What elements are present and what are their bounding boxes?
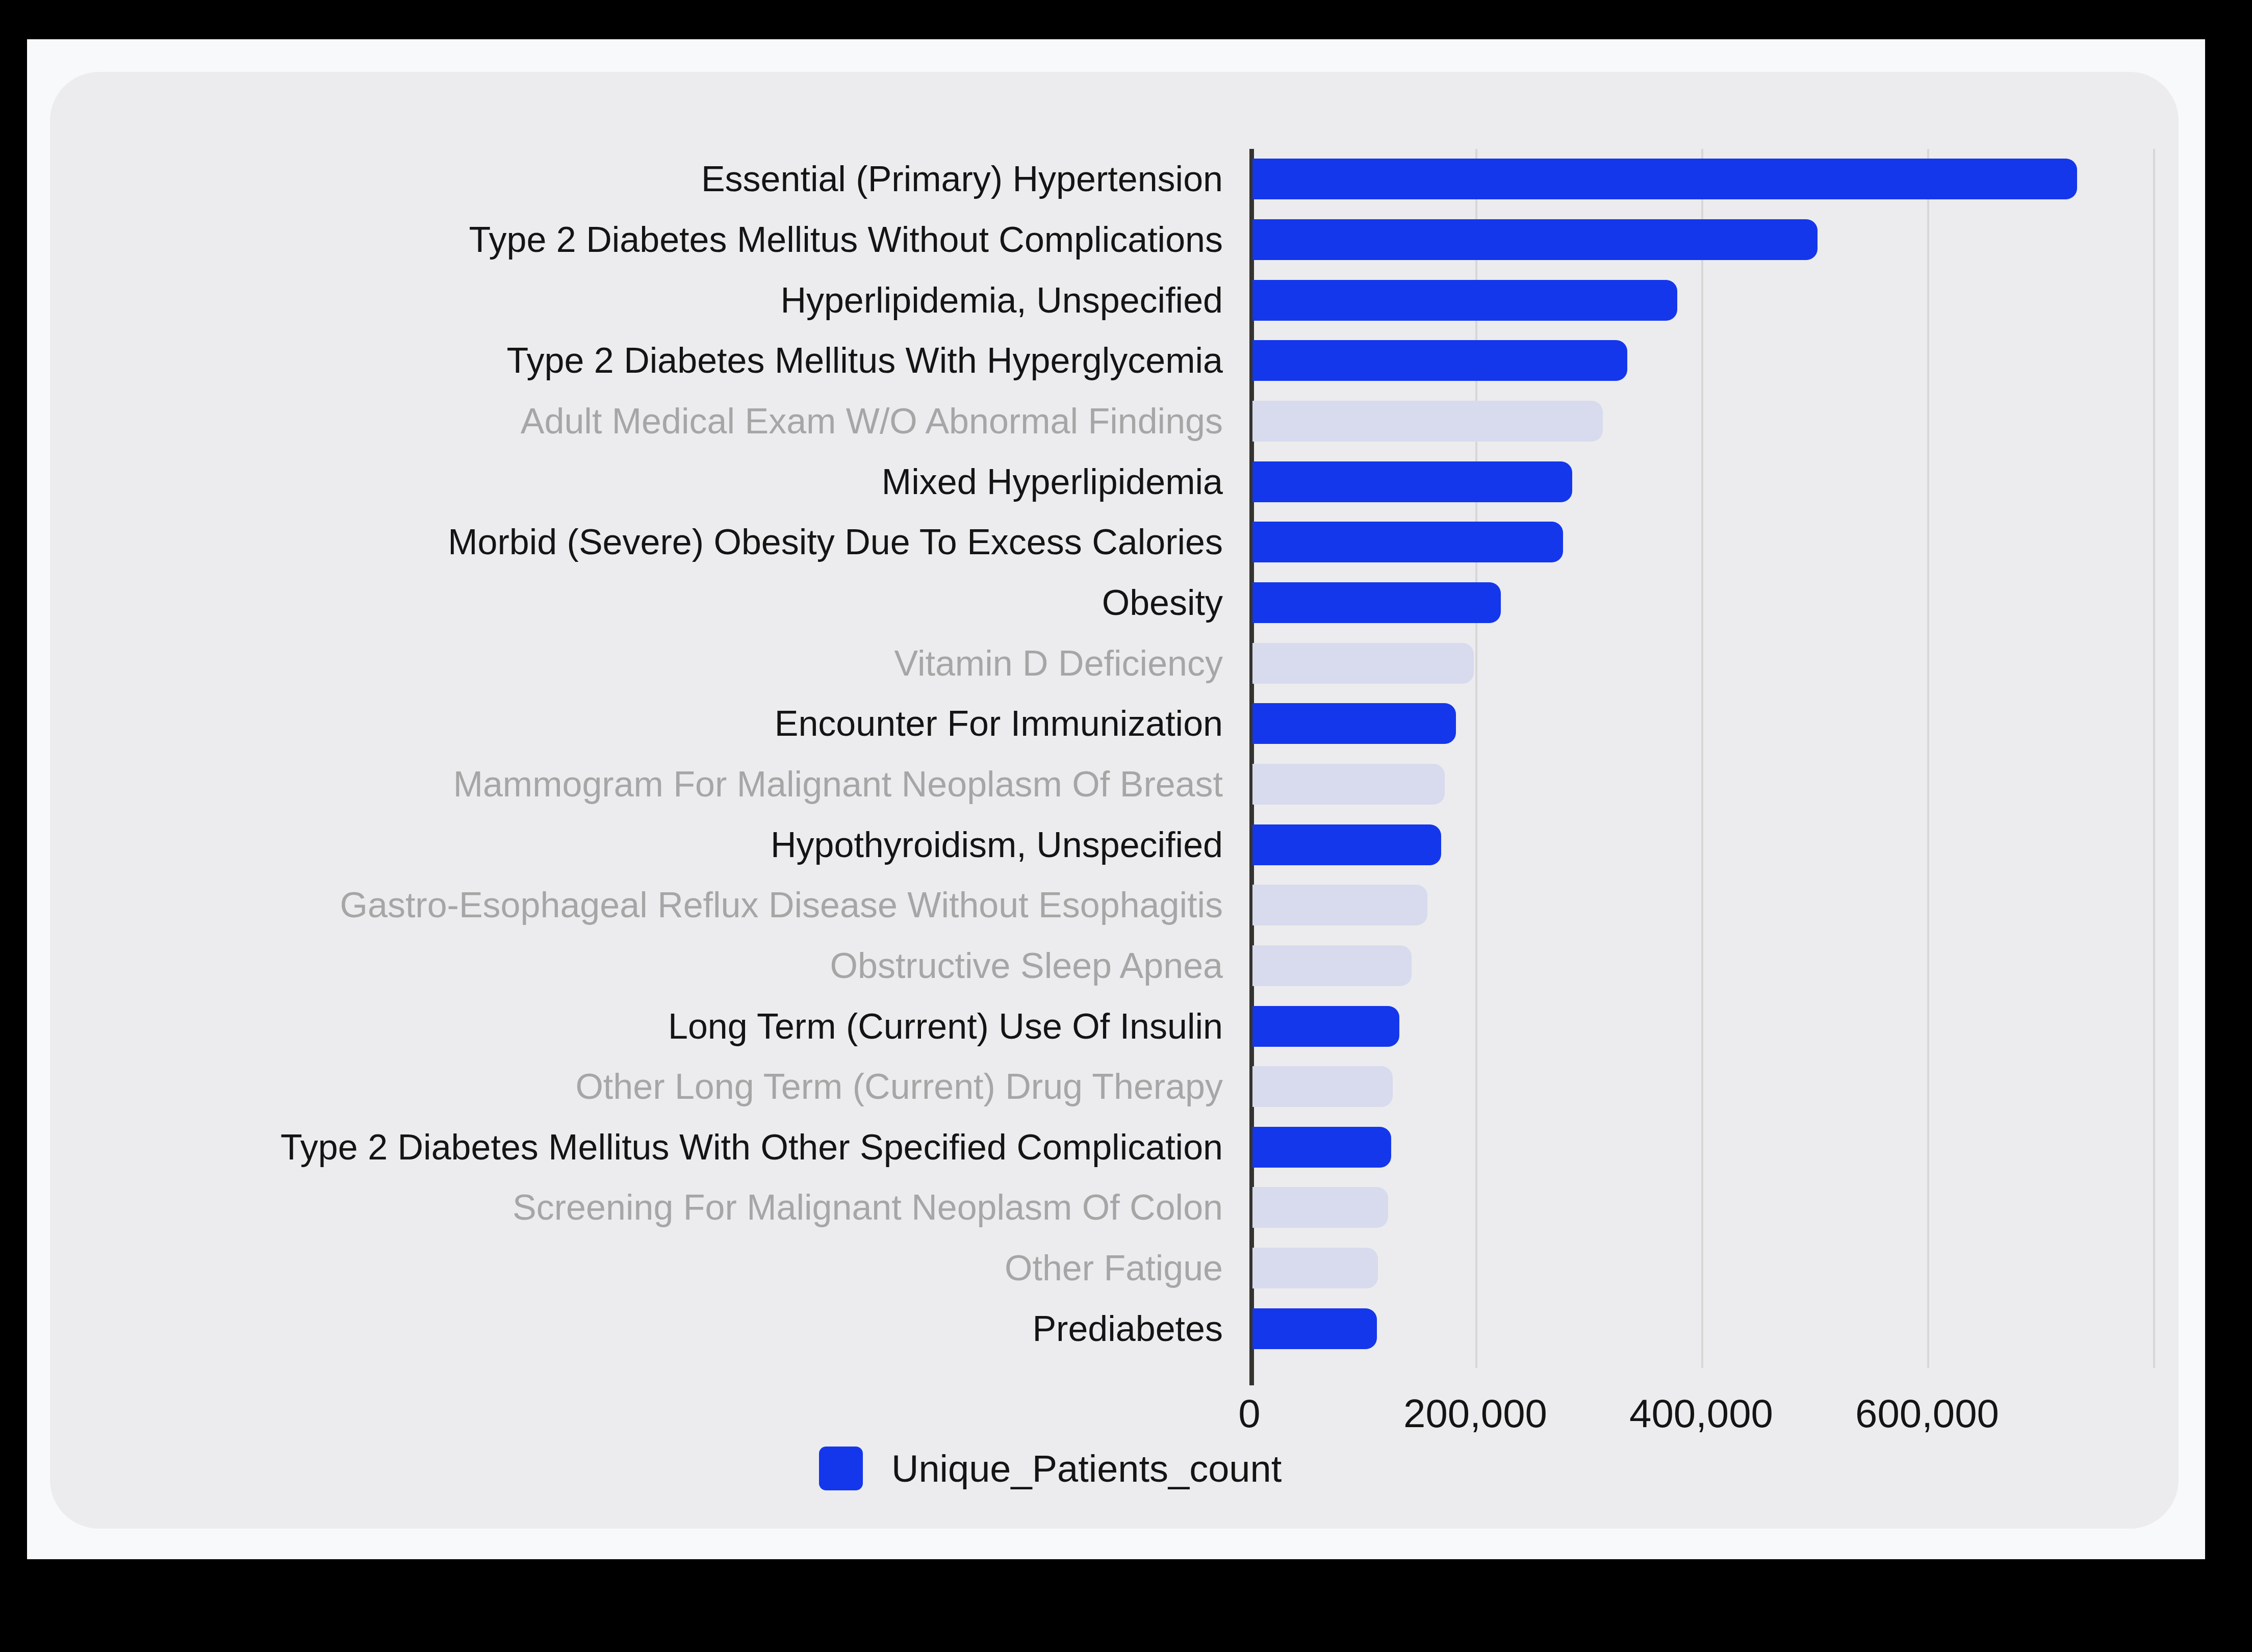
bar-track [1252, 159, 2154, 199]
bar-track [1252, 764, 2154, 805]
bar-track [1252, 885, 2154, 925]
bar[interactable] [1252, 219, 1818, 260]
bar-track [1252, 1006, 2154, 1047]
bar[interactable] [1252, 824, 1441, 865]
bar-row: Type 2 Diabetes Mellitus Without Complic… [50, 210, 2154, 270]
bar[interactable] [1252, 582, 1501, 623]
bar[interactable] [1252, 461, 1572, 502]
bar[interactable] [1252, 1187, 1388, 1228]
bar[interactable] [1252, 401, 1603, 442]
bar-rows: Essential (Primary) Hypertension Type 2 D… [50, 149, 2154, 1359]
bar-row: Other Fatigue [50, 1238, 2154, 1299]
bar-row: Prediabetes [50, 1298, 2154, 1359]
bar-row: Screening For Malignant Neoplasm Of Colo… [50, 1177, 2154, 1238]
screen: Essential (Primary) Hypertension Type 2 D… [0, 0, 2252, 1652]
bar-row: Hypothyroidism, Unspecified [50, 814, 2154, 875]
bar-row: Encounter For Immunization [50, 693, 2154, 754]
category-label: Hypothyroidism, Unspecified [50, 827, 1223, 863]
bar-row: Mixed Hyperlipidemia [50, 451, 2154, 512]
bar-row: Essential (Primary) Hypertension [50, 149, 2154, 210]
bar-track [1252, 1248, 2154, 1288]
bar-row: Type 2 Diabetes Mellitus With Other Spec… [50, 1117, 2154, 1178]
bar-row: Morbid (Severe) Obesity Due To Excess Ca… [50, 512, 2154, 573]
bar-track [1252, 280, 2154, 321]
category-label: Mammogram For Malignant Neoplasm Of Brea… [50, 766, 1223, 802]
legend[interactable]: Unique_Patients_count [819, 1447, 1282, 1490]
bar-track [1252, 1127, 2154, 1168]
category-label: Vitamin D Deficiency [50, 646, 1223, 681]
legend-swatch-icon [819, 1447, 863, 1490]
bar-row: Type 2 Diabetes Mellitus With Hyperglyce… [50, 330, 2154, 391]
bar-track [1252, 340, 2154, 381]
page-background: Essential (Primary) Hypertension Type 2 D… [27, 39, 2205, 1559]
bar-track [1252, 1187, 2154, 1228]
category-label: Gastro-Esophageal Reflux Disease Without… [50, 887, 1223, 923]
category-label: Type 2 Diabetes Mellitus With Hyperglyce… [50, 343, 1223, 378]
bar[interactable] [1252, 703, 1456, 744]
category-label: Hyperlipidemia, Unspecified [50, 282, 1223, 318]
bar[interactable] [1252, 764, 1445, 805]
bar-track [1252, 582, 2154, 623]
bar-row: Vitamin D Deficiency [50, 633, 2154, 693]
category-label: Adult Medical Exam W/O Abnormal Findings [50, 403, 1223, 439]
bar[interactable] [1252, 945, 1412, 986]
category-label: Obstructive Sleep Apnea [50, 948, 1223, 984]
bar-track [1252, 461, 2154, 502]
bar[interactable] [1252, 643, 1474, 684]
bar[interactable] [1252, 1127, 1391, 1168]
category-label: Type 2 Diabetes Mellitus With Other Spec… [50, 1129, 1223, 1165]
bar-row: Hyperlipidemia, Unspecified [50, 270, 2154, 330]
bar-track [1252, 824, 2154, 865]
bar[interactable] [1252, 1308, 1377, 1349]
category-label: Screening For Malignant Neoplasm Of Colo… [50, 1190, 1223, 1225]
bar-track [1252, 1308, 2154, 1349]
category-label: Mixed Hyperlipidemia [50, 464, 1223, 500]
bar[interactable] [1252, 1066, 1393, 1107]
bar-track [1252, 945, 2154, 986]
bar[interactable] [1252, 1006, 1399, 1047]
category-label: Other Fatigue [50, 1250, 1223, 1286]
bar-row: Mammogram For Malignant Neoplasm Of Brea… [50, 754, 2154, 815]
category-label: Morbid (Severe) Obesity Due To Excess Ca… [50, 524, 1223, 560]
bar[interactable] [1252, 1248, 1378, 1288]
bar-row: Obstructive Sleep Apnea [50, 936, 2154, 996]
x-tick-label: 600,000 [1774, 1390, 2080, 1437]
category-label: Type 2 Diabetes Mellitus Without Complic… [50, 222, 1223, 257]
category-label: Prediabetes [50, 1311, 1223, 1347]
bar-track [1252, 219, 2154, 260]
category-label: Obesity [50, 585, 1223, 621]
bar[interactable] [1252, 159, 2077, 199]
bar-track [1252, 401, 2154, 442]
chart-card: Essential (Primary) Hypertension Type 2 D… [50, 72, 2179, 1529]
category-label: Long Term (Current) Use Of Insulin [50, 1009, 1223, 1044]
bar-row: Obesity [50, 573, 2154, 633]
bar-row: Gastro-Esophageal Reflux Disease Without… [50, 875, 2154, 936]
bar[interactable] [1252, 280, 1677, 321]
bar-track [1252, 1066, 2154, 1107]
bar-track [1252, 703, 2154, 744]
legend-label: Unique_Patients_count [891, 1447, 1282, 1490]
category-label: Essential (Primary) Hypertension [50, 161, 1223, 197]
bar-row: Adult Medical Exam W/O Abnormal Findings [50, 391, 2154, 452]
bar[interactable] [1252, 522, 1563, 562]
bar[interactable] [1252, 885, 1427, 925]
category-label: Other Long Term (Current) Drug Therapy [50, 1069, 1223, 1104]
category-label: Encounter For Immunization [50, 706, 1223, 741]
bar-row: Other Long Term (Current) Drug Therapy [50, 1056, 2154, 1117]
bar-row: Long Term (Current) Use Of Insulin [50, 996, 2154, 1056]
bar[interactable] [1252, 340, 1627, 381]
bar-track [1252, 643, 2154, 684]
bar-track [1252, 522, 2154, 562]
